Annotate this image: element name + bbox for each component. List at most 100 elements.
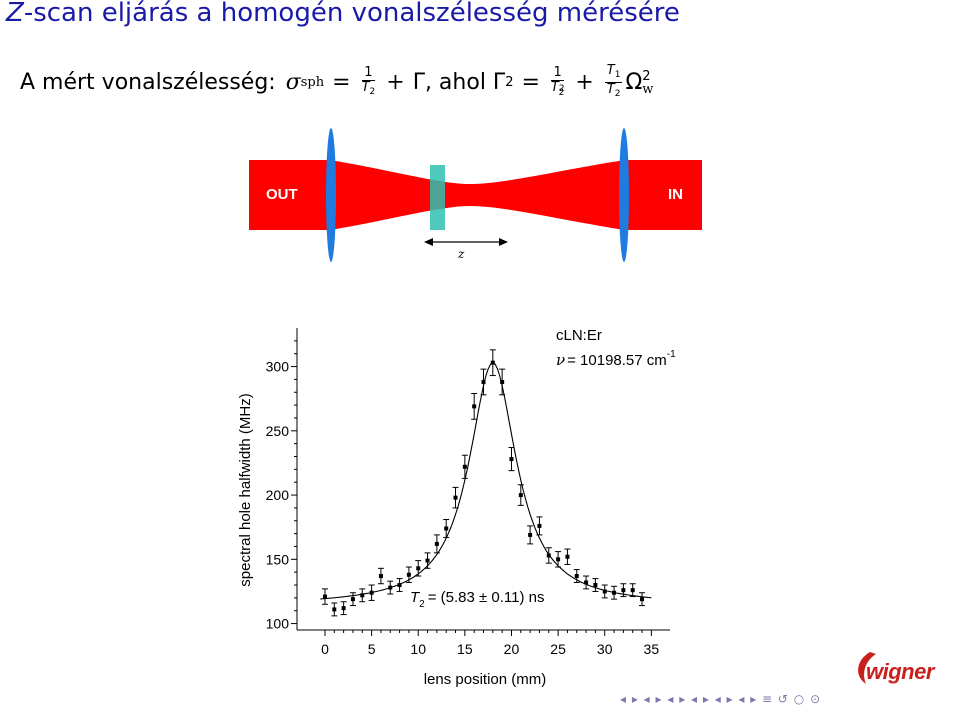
point-marker: [472, 404, 477, 409]
data-point: [405, 566, 412, 583]
data-point: [396, 578, 403, 592]
data-point: [573, 569, 580, 583]
y-tick-label: 150: [266, 551, 290, 567]
data-point: [340, 601, 347, 616]
y-ticks: 100 150 200 250 300: [266, 340, 297, 632]
formula-prefix: A mért vonalszélesség:: [20, 70, 276, 95]
point-marker: [332, 607, 337, 612]
point-marker: [416, 566, 421, 571]
x-tick-label: 10: [410, 641, 426, 657]
data-point: [489, 349, 496, 377]
fraction-T1-over-T2: T1 T2: [604, 64, 623, 101]
title-text: -scan eljárás a homogén vonalszélesség m…: [23, 0, 680, 28]
data-point: [331, 602, 338, 617]
point-marker: [518, 493, 523, 498]
data-point: [527, 525, 534, 545]
data-point: [639, 592, 646, 607]
point-marker: [425, 558, 430, 563]
data-point: [499, 368, 506, 396]
sample-crystal: [430, 165, 445, 230]
data-point: [349, 592, 356, 607]
x-ticks: 0 5 10 15 20 25 30 35: [321, 630, 659, 657]
logo-swoosh: [858, 652, 876, 684]
data-point: [508, 447, 515, 472]
data-point: [387, 580, 394, 595]
point-marker: [528, 532, 533, 537]
point-marker: [630, 588, 635, 593]
beamer-navigation[interactable]: ◂ ▸ ◂ ▸ ◂ ▸ ◂ ▸ ◂ ▸ ◂ ▸ ≡ ↺ ○ ⊙: [620, 692, 822, 706]
point-marker: [406, 572, 411, 577]
output-lens: [326, 128, 336, 262]
point-marker: [565, 554, 570, 559]
y-tick-label: 300: [266, 359, 290, 375]
data-point: [611, 585, 618, 600]
y-axis-label: spectral hole halfwidth (MHz): [237, 393, 254, 586]
gamma-square: 2: [505, 75, 514, 90]
equals-2: =: [521, 70, 540, 95]
x-tick-label: 35: [644, 641, 660, 657]
x-tick-label: 30: [597, 641, 613, 657]
halfwidth-chart: 100 150 200 250 300 0 5 10 15 20 25 30 35 lens posi…: [237, 327, 676, 688]
fraction-1-over-T2: 1 T2: [362, 66, 376, 99]
sample-annotation: cLN:Er: [556, 327, 602, 344]
point-marker: [612, 590, 617, 595]
data-point: [629, 583, 636, 598]
data-point: [555, 551, 562, 568]
data-point: [424, 552, 431, 569]
point-marker: [584, 580, 589, 585]
data-point: [480, 368, 487, 396]
data-point: [471, 393, 478, 420]
point-marker: [574, 574, 579, 579]
sigma-subscript: sph: [300, 75, 325, 90]
slide-title: Z-scan eljárás a homogén vonalszélesség …: [6, 0, 680, 28]
point-marker: [453, 495, 458, 500]
x-tick-label: 15: [457, 641, 473, 657]
point-marker: [378, 574, 383, 579]
wigner-logo: wigner: [858, 652, 936, 684]
frac2-num: 1: [551, 64, 564, 81]
z-label: z: [457, 247, 465, 261]
data-point: [583, 575, 590, 590]
x-axis-label: lens position (mm): [424, 671, 547, 688]
y-tick-label: 100: [266, 616, 290, 632]
point-marker: [537, 523, 542, 528]
data-point: [321, 588, 328, 605]
point-marker: [621, 588, 626, 593]
data-point: [433, 534, 440, 554]
data-point: [601, 584, 608, 599]
x-tick-label: 5: [368, 641, 376, 657]
point-marker: [444, 526, 449, 531]
point-marker: [546, 553, 551, 558]
plus-1: +: [386, 70, 405, 95]
frac1-num: 1: [362, 65, 375, 81]
data-point: [443, 518, 450, 538]
logo-text: wigner: [866, 659, 936, 684]
out-label: OUT: [266, 186, 298, 203]
frac2-den: T22: [550, 79, 565, 98]
y-tick-label: 200: [266, 487, 290, 503]
point-marker: [341, 606, 346, 611]
omega-symbol: Ω: [625, 70, 643, 95]
zscan-diagram: OUT IN z: [249, 128, 702, 262]
t2-annotation: T2 = (5.83 ± 0.11) ns: [410, 589, 545, 610]
data-point: [461, 454, 468, 479]
data-point: [368, 584, 375, 601]
point-marker: [556, 557, 561, 562]
data-points: [321, 349, 646, 617]
point-marker: [500, 379, 505, 384]
point-marker: [369, 590, 374, 595]
point-marker: [509, 457, 514, 462]
point-marker: [602, 589, 607, 594]
x-tick-label: 0: [321, 641, 329, 657]
linewidth-formula: A mért vonalszélesség: σ sph = 1 T2 + Γ, …: [20, 64, 653, 101]
point-marker: [350, 597, 355, 602]
data-point: [592, 578, 599, 592]
point-marker: [490, 360, 495, 365]
in-label: IN: [668, 186, 683, 203]
plus-2: +: [575, 70, 594, 95]
point-marker: [462, 464, 467, 469]
x-tick-label: 25: [550, 641, 566, 657]
x-tick-label: 20: [504, 641, 520, 657]
frac1-den: T2: [361, 80, 376, 98]
